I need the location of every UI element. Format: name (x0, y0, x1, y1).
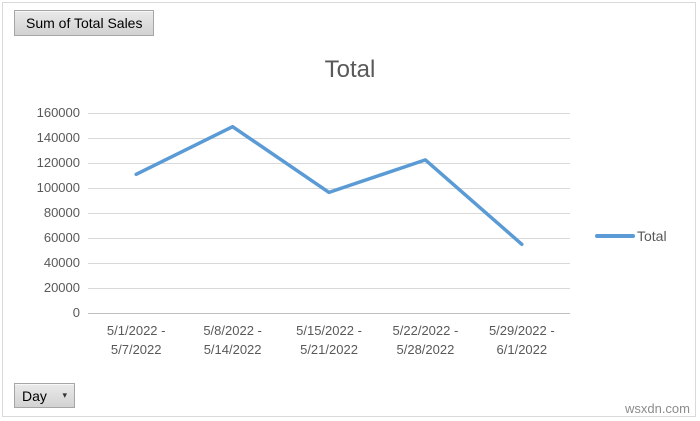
y-axis-tick-label: 80000 (43, 205, 80, 220)
y-axis-tick-label: 160000 (36, 105, 80, 120)
series-line-total (134, 124, 524, 247)
gridline (88, 138, 570, 139)
y-axis-tick-label: 0 (72, 305, 80, 320)
x-axis-line (88, 313, 570, 314)
y-axis-tick-label: 140000 (36, 130, 80, 145)
x-axis-category-label: 5/29/2022 -6/1/2022 (488, 323, 555, 357)
chart-border (2, 2, 696, 417)
value-field-button[interactable]: Sum of Total Sales (14, 10, 155, 36)
x-axis-labels: 5/1/2022 -5/7/2022 5/8/2022 -5/14/2022 5/1… (88, 321, 570, 359)
gridline (88, 238, 570, 239)
y-axis-tick-label: 60000 (43, 230, 80, 245)
y-axis-tick-label: 120000 (36, 155, 80, 170)
dropdown-arrow-icon[interactable]: ▾ (62, 390, 67, 400)
gridline (88, 263, 570, 264)
gridline (88, 188, 570, 189)
gridline (88, 213, 570, 214)
chart-title: Total (324, 56, 376, 83)
plot-area: 5/1/2022 -5/7/2022 5/8/2022 -5/14/2022 5/1… (37, 105, 570, 357)
gridline (88, 113, 570, 114)
gridline (88, 288, 570, 289)
axis-field-button-day[interactable]: Day ▾ (14, 383, 75, 408)
watermark: wsxdn.com (624, 401, 690, 416)
line-series-svg (134, 124, 524, 247)
legend: Total (595, 227, 667, 245)
legend-label: Total (637, 228, 667, 244)
x-axis-category-label: 5/15/2022 -5/21/2022 (296, 323, 362, 357)
gridline (88, 163, 570, 164)
legend-line-swatch (595, 234, 635, 238)
y-axis-tick-label: 40000 (43, 255, 80, 270)
x-axis-category-label: 5/1/2022 -5/7/2022 (106, 323, 166, 357)
value-field-label: Sum of Total Sales (26, 15, 143, 31)
y-axis-tick-label: 20000 (43, 280, 80, 295)
axis-field-label: Day (22, 387, 47, 404)
x-axis-category-label: 5/8/2022 -5/14/2022 (203, 323, 262, 357)
y-axis-tick-label: 100000 (36, 180, 80, 195)
x-axis-category-label: 5/22/2022 -5/28/2022 (392, 323, 459, 357)
